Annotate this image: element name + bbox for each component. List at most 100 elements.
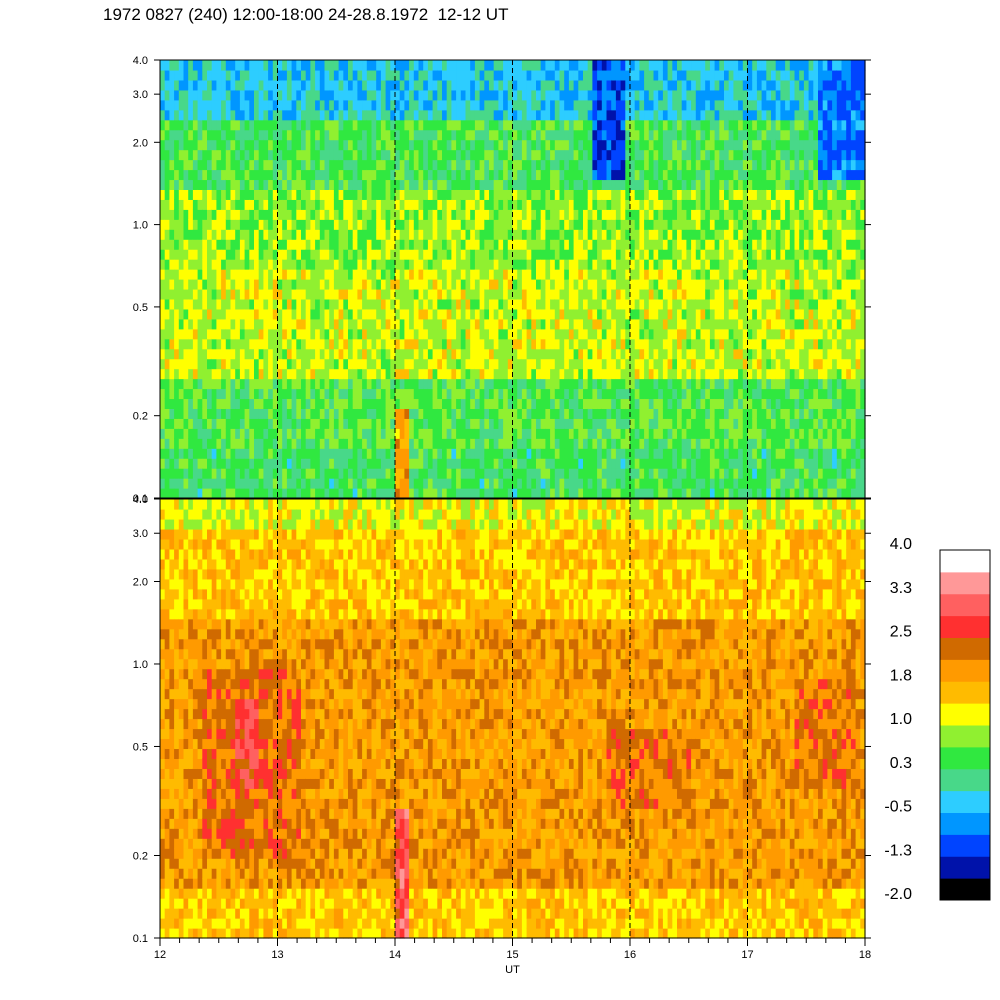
heatmap-cell xyxy=(620,169,626,181)
heatmap-cell xyxy=(211,69,217,81)
heatmap-cell xyxy=(329,388,335,400)
heatmap-cell xyxy=(686,458,692,469)
heatmap-cell xyxy=(357,269,363,280)
heatmap-cell xyxy=(427,438,434,449)
heatmap-cell xyxy=(192,478,199,489)
heatmap-cell xyxy=(348,229,354,240)
heatmap-cell xyxy=(484,169,490,181)
heatmap-cell xyxy=(385,139,391,151)
heatmap-cell xyxy=(164,239,170,250)
heatmap-cell xyxy=(192,60,199,71)
heatmap-cell xyxy=(456,398,462,409)
heatmap-cell xyxy=(183,488,189,499)
heatmap-cell xyxy=(324,159,330,171)
heatmap-cell xyxy=(333,209,340,220)
heatmap-cell xyxy=(512,129,518,141)
heatmap-cell xyxy=(362,288,368,300)
heatmap-cell xyxy=(625,448,631,459)
heatmap-cell xyxy=(371,69,377,81)
heatmap-cell xyxy=(418,298,424,310)
heatmap-cell xyxy=(272,478,279,489)
heatmap-cell xyxy=(188,229,194,240)
heatmap-cell xyxy=(282,308,288,320)
heatmap-cell xyxy=(244,69,250,81)
heatmap-cell xyxy=(399,368,405,380)
heatmap-cell xyxy=(432,408,438,419)
heatmap-cell xyxy=(648,139,655,151)
heatmap-cell xyxy=(554,149,561,161)
heatmap-cell xyxy=(380,119,387,131)
heatmap-cell xyxy=(404,428,410,439)
heatmap-cell xyxy=(653,308,659,320)
heatmap-cell xyxy=(343,249,349,260)
heatmap-cell xyxy=(559,139,565,151)
heatmap-cell xyxy=(489,348,495,360)
heatmap-cell xyxy=(653,199,659,210)
heatmap-cell xyxy=(531,109,537,121)
heatmap-cell xyxy=(230,288,236,300)
heatmap-cell xyxy=(211,259,217,270)
heatmap-cell xyxy=(658,129,664,141)
heatmap-cell xyxy=(343,79,349,91)
heatmap-cell xyxy=(207,388,213,400)
heatmap-cell xyxy=(197,458,203,469)
heatmap-cell xyxy=(362,358,368,370)
heatmap-cell xyxy=(498,119,504,131)
heatmap-cell xyxy=(677,79,683,91)
heatmap-cell xyxy=(630,288,636,300)
heatmap-cell xyxy=(507,239,514,250)
heatmap-cell xyxy=(681,458,687,469)
heatmap-cell xyxy=(667,288,673,300)
heatmap-cell xyxy=(385,478,391,489)
heatmap-cell xyxy=(568,259,575,270)
heatmap-cell xyxy=(536,308,542,320)
heatmap-cell xyxy=(192,288,199,300)
heatmap-cell xyxy=(385,69,391,81)
heatmap-cell xyxy=(319,388,326,400)
heatmap-cell xyxy=(630,388,636,400)
heatmap-cell xyxy=(390,259,396,270)
heatmap-cell xyxy=(174,488,180,499)
heatmap-cell xyxy=(324,69,330,81)
heatmap-cell xyxy=(343,109,349,121)
heatmap-cell xyxy=(620,388,626,400)
heatmap-cell xyxy=(409,109,415,121)
heatmap-cell xyxy=(286,229,293,240)
heatmap-cell xyxy=(498,428,504,439)
heatmap-cell xyxy=(545,348,551,360)
heatmap-cell xyxy=(474,149,481,161)
heatmap-cell xyxy=(677,288,683,300)
heatmap-cell xyxy=(385,149,391,161)
heatmap-cell xyxy=(329,209,335,220)
heatmap-cell xyxy=(301,109,307,121)
heatmap-cell xyxy=(686,468,692,479)
heatmap-cell xyxy=(263,338,269,350)
heatmap-cell xyxy=(489,139,495,151)
heatmap-cell xyxy=(413,159,420,171)
heatmap-cell xyxy=(470,448,476,459)
heatmap-cell xyxy=(296,458,302,469)
heatmap-cell xyxy=(606,338,612,350)
heatmap-cell xyxy=(296,119,302,131)
heatmap-cell xyxy=(521,60,528,71)
heatmap-cell xyxy=(630,109,636,121)
heatmap-cell xyxy=(305,279,311,290)
heatmap-cell xyxy=(512,298,518,310)
heatmap-cell xyxy=(305,438,311,449)
heatmap-cell xyxy=(531,358,537,370)
heatmap-cell xyxy=(183,179,189,190)
heatmap-cell xyxy=(235,109,241,121)
heatmap-cell xyxy=(409,129,415,141)
heatmap-cell xyxy=(630,60,636,71)
heatmap-cell xyxy=(268,229,274,240)
heatmap-cell xyxy=(183,418,189,429)
heatmap-cell xyxy=(310,199,316,210)
heatmap-cell xyxy=(286,298,293,310)
heatmap-cell xyxy=(460,89,467,101)
heatmap-cell xyxy=(531,408,537,419)
heatmap-cell xyxy=(268,169,274,181)
heatmap-cell xyxy=(648,318,655,330)
heatmap-cell xyxy=(639,149,645,161)
heatmap-cell xyxy=(507,199,514,210)
